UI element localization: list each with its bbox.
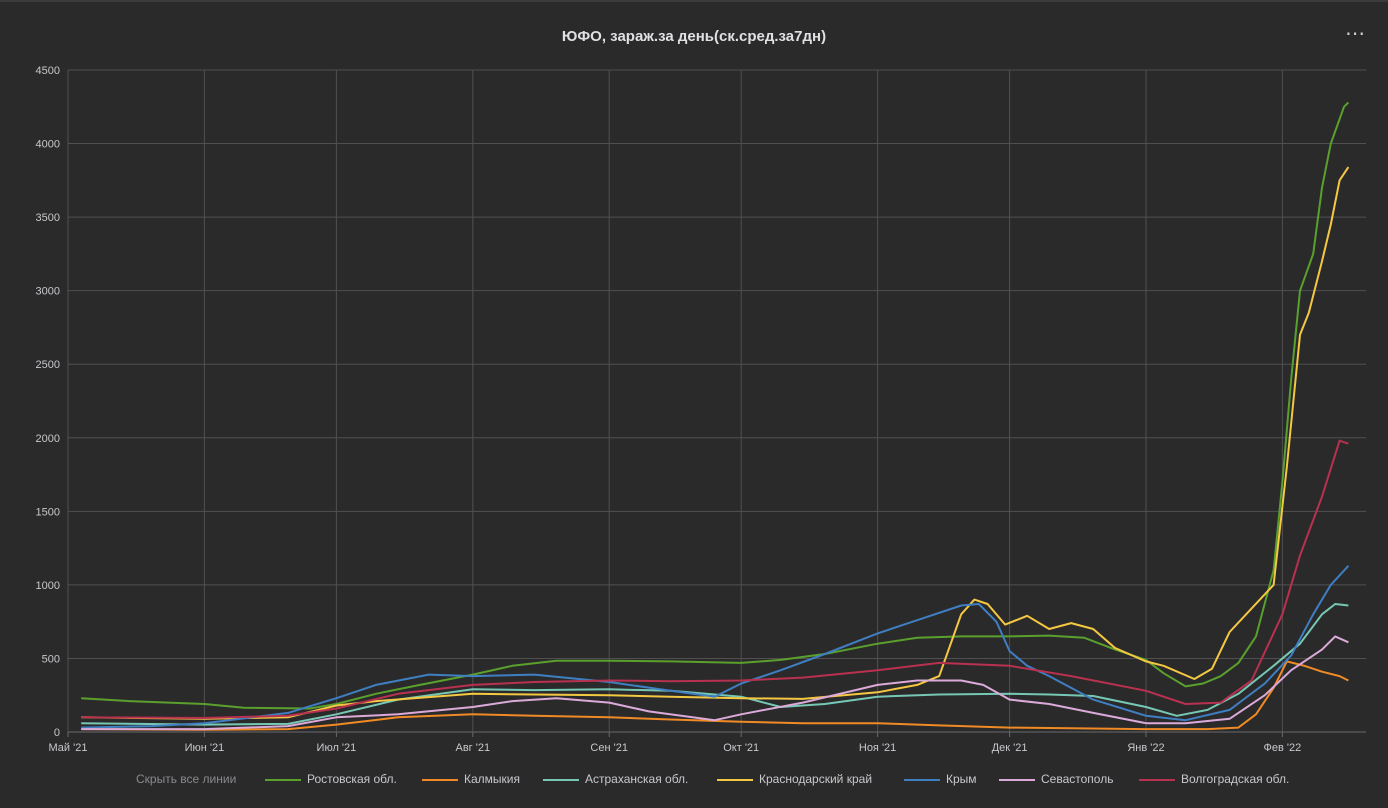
legend-swatch xyxy=(904,779,940,781)
legend-swatch xyxy=(265,779,301,781)
legend-swatch xyxy=(543,779,579,781)
legend-label: Краснодарский край xyxy=(759,772,873,786)
legend: Скрыть все линии Ростовская обл. Калмыкия… xyxy=(0,772,1388,792)
legend-label: Астраханская обл. xyxy=(585,772,689,786)
x-tick-label: Дек '21 xyxy=(992,742,1028,754)
y-tick-label: 500 xyxy=(42,653,60,665)
context-menu-button[interactable]: ⋯ xyxy=(1345,23,1365,45)
y-tick-label: 1000 xyxy=(36,580,60,592)
legend-label: Ростовская обл. xyxy=(307,772,397,786)
x-tick-label: Окт '21 xyxy=(723,742,759,754)
x-tick-label: Фев '22 xyxy=(1264,742,1302,754)
top-divider xyxy=(0,0,1388,2)
y-tick-label: 0 xyxy=(54,727,60,739)
series-line-7[interactable] xyxy=(81,439,1349,719)
y-tick-label: 4000 xyxy=(36,139,60,151)
legend-label: Калмыкия xyxy=(464,772,520,786)
x-tick-label: Авг '21 xyxy=(456,742,491,754)
legend-swatch xyxy=(422,779,458,781)
series-line-6[interactable] xyxy=(81,635,1349,731)
x-tick-label: Июн '21 xyxy=(185,742,225,754)
x-tick-label: Май '21 xyxy=(49,742,88,754)
legend-label: Волгоградская обл. xyxy=(1181,772,1290,786)
legend-swatch xyxy=(999,779,1035,781)
grid-lines xyxy=(67,69,1366,737)
y-tick-label: 3000 xyxy=(36,286,60,298)
y-tick-label: 2500 xyxy=(36,359,60,371)
y-tick-label: 2000 xyxy=(36,433,60,445)
x-tick-label: Ноя '21 xyxy=(859,742,896,754)
chart-title: ЮФО, зараж.за день(ск.сред.за7дн) xyxy=(561,28,827,45)
x-axis-labels: Май '21 Июн '21 Июл '21 Авг '21 Сен '21 Окт '… xyxy=(49,742,1302,754)
y-tick-label: 3500 xyxy=(36,212,60,224)
series-line-4[interactable] xyxy=(81,166,1350,720)
series-lines xyxy=(81,101,1350,731)
legend-label: Севастополь xyxy=(1041,772,1114,786)
y-axis-labels: 0 500 1000 1500 2000 2500 3000 3500 4000 4500 xyxy=(36,65,60,739)
hide-all-lines-button[interactable]: Скрыть все линии xyxy=(136,772,237,786)
series-line-5[interactable] xyxy=(81,565,1350,729)
y-tick-label: 4500 xyxy=(36,65,60,77)
x-tick-label: Янв '22 xyxy=(1127,742,1164,754)
y-tick-label: 1500 xyxy=(36,506,60,518)
x-tick-label: Июл '21 xyxy=(317,742,357,754)
series-line-1[interactable] xyxy=(81,101,1350,710)
legend-swatch xyxy=(1139,779,1175,781)
legend-swatch xyxy=(717,779,753,781)
x-tick-label: Сен '21 xyxy=(590,742,628,754)
legend-label: Крым xyxy=(946,772,977,786)
